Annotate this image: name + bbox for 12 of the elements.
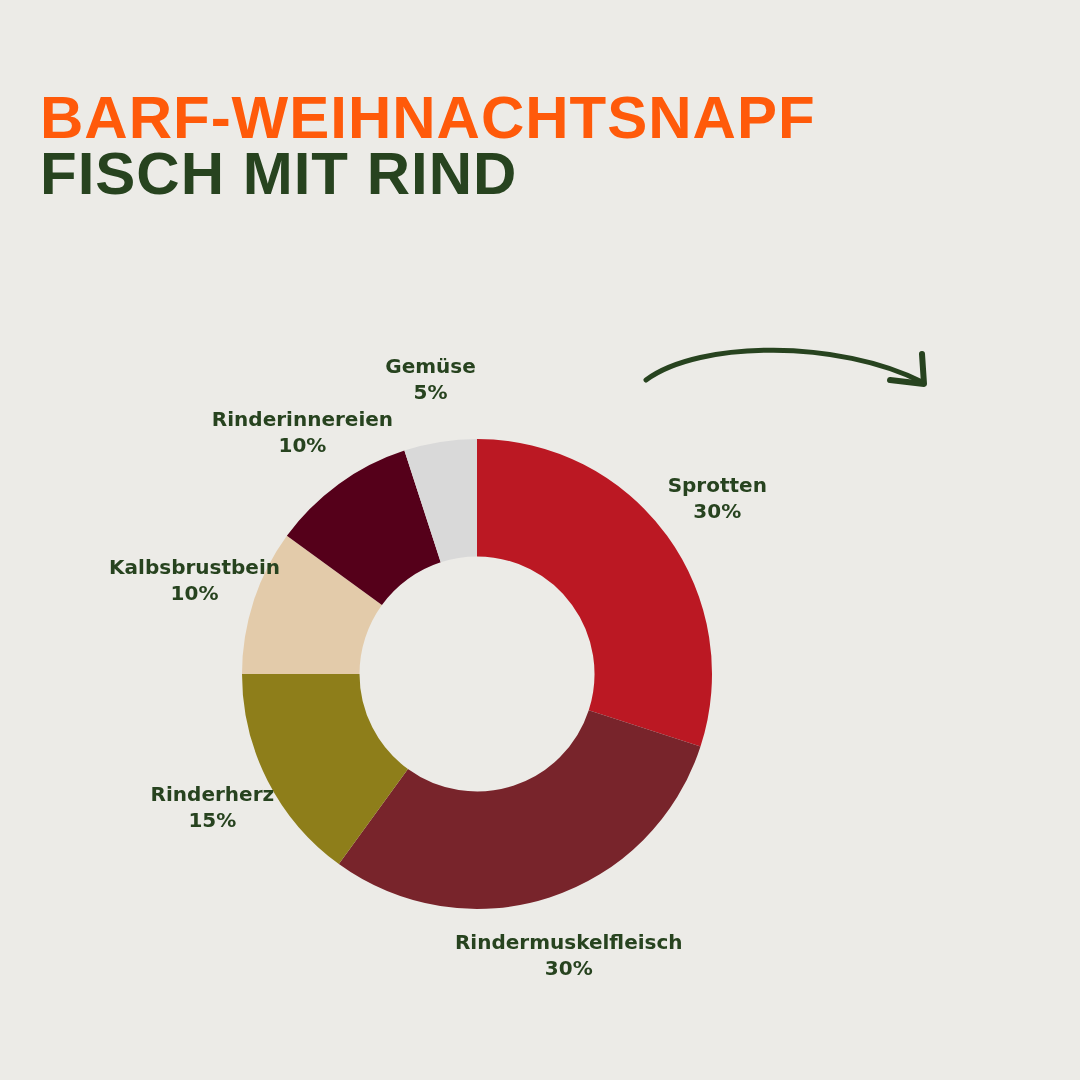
slice-label: Sprotten <box>667 472 767 497</box>
data-label: 10% <box>170 581 219 606</box>
data-label: 30% <box>693 498 742 523</box>
data-label: 10% <box>278 432 327 457</box>
slice-label: Gemüse <box>385 353 476 378</box>
slice-label: Rindermuskelfleisch <box>454 929 683 954</box>
slice-label: Rinderherz <box>150 782 275 807</box>
slice-label: Kalbsbrustbein <box>109 555 280 580</box>
slice-label: Rinderinnereien <box>211 406 394 431</box>
data-label: 15% <box>188 808 237 833</box>
data-label: 5% <box>413 379 448 404</box>
data-label: 30% <box>544 955 593 980</box>
